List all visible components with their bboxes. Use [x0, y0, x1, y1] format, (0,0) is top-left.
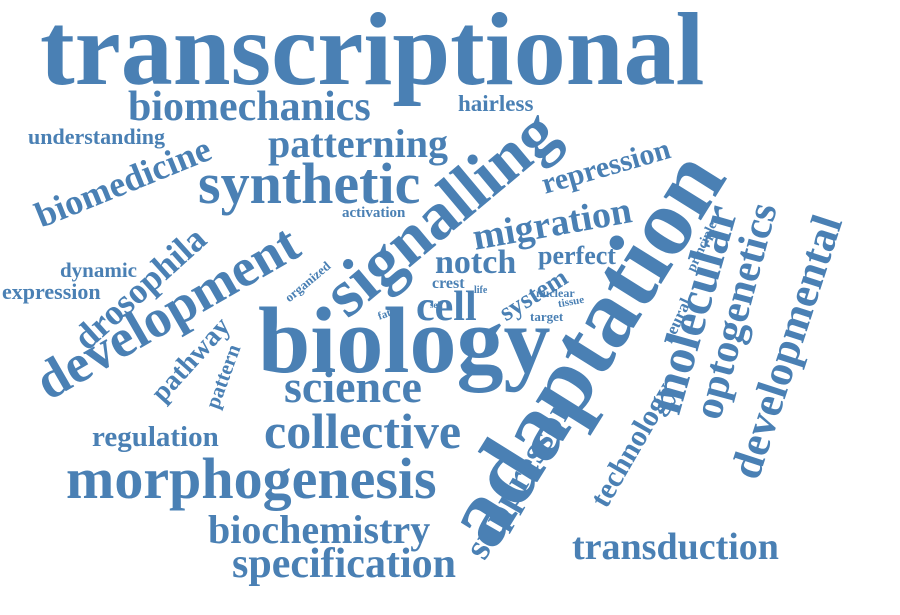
- word-hairless: hairless: [458, 91, 534, 116]
- word-notch: notch: [435, 244, 517, 281]
- word-cell: cell: [416, 284, 477, 330]
- word-transduction: transduction: [572, 526, 779, 568]
- word-regulation: regulation: [92, 421, 219, 453]
- word-nuclear: nuclear: [536, 286, 575, 300]
- word-biology: biology: [258, 289, 551, 393]
- word-target: target: [530, 309, 564, 324]
- word-biomechanics: biomechanics: [128, 84, 371, 130]
- word-expression: expression: [2, 279, 101, 304]
- word-activation: activation: [342, 205, 406, 221]
- word-science: science: [284, 361, 422, 412]
- word-crest: crest: [432, 275, 465, 292]
- word-self: self: [430, 300, 443, 310]
- word-collective: collective: [264, 403, 462, 459]
- word-dynamic: dynamic: [60, 258, 138, 282]
- word-patterning: patterning: [268, 121, 448, 166]
- word-morphogenesis: morphogenesis: [66, 446, 437, 511]
- word-understanding: understanding: [28, 124, 165, 149]
- word-biochemistry: biochemistry: [208, 507, 431, 552]
- word-transcriptional: transcriptional: [40, 0, 705, 107]
- word-life: life: [474, 285, 488, 296]
- word-specification: specification: [232, 541, 456, 587]
- word-synthetic: synthetic: [198, 151, 421, 216]
- word-perfect: perfect: [538, 241, 616, 270]
